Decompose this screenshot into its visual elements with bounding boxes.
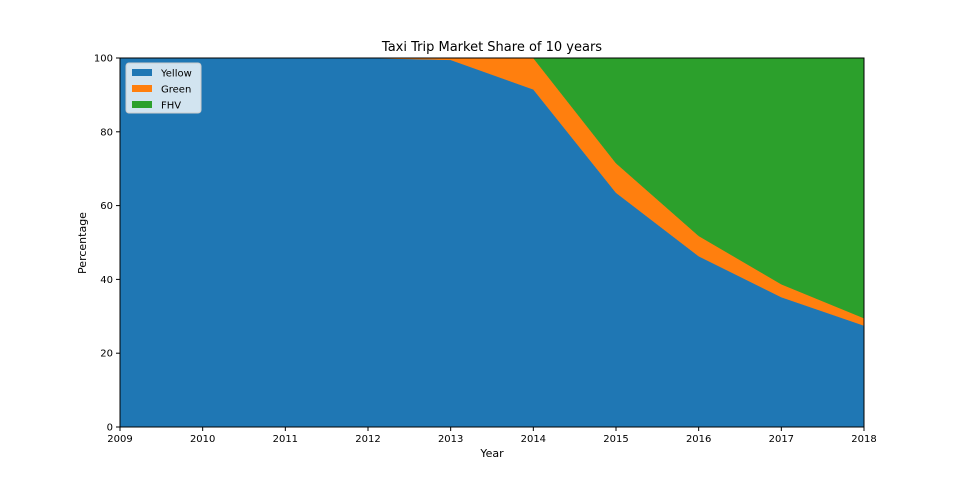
x-tick-label: 2011 <box>273 434 298 445</box>
y-tick-label: 60 <box>100 201 113 212</box>
ticks-group: 2009 2010 2011 2012 2013 2014 2015 2016 2017 2018… <box>94 54 877 446</box>
y-tick-label: 40 <box>100 275 113 286</box>
legend-swatch-yellow <box>132 69 152 76</box>
legend-label-yellow: Yellow <box>160 69 192 80</box>
y-tick-label: 80 <box>100 127 113 138</box>
x-tick-label: 2014 <box>521 434 546 445</box>
x-tick-label: 2012 <box>355 434 380 445</box>
x-tick-label: 2017 <box>769 434 794 445</box>
legend-swatch-green <box>132 85 152 92</box>
plot-frame <box>119 57 865 428</box>
legend-swatch-fhv <box>132 101 152 108</box>
legend-label-green: Green <box>161 85 191 96</box>
legend-label-fhv: FHV <box>161 101 181 112</box>
x-axis-label: Year <box>479 447 504 460</box>
x-tick-label: 2016 <box>686 434 711 445</box>
x-tick-label: 2013 <box>438 434 463 445</box>
y-tick-label: 0 <box>107 423 113 434</box>
x-tick-label: 2009 <box>107 434 132 445</box>
legend: Yellow Green FHV <box>125 62 202 114</box>
axes-group <box>119 57 865 428</box>
x-tick-label: 2010 <box>190 434 215 445</box>
area-series-group <box>119 57 865 428</box>
y-tick-label: 20 <box>100 349 113 360</box>
y-tick-label: 100 <box>94 54 113 65</box>
x-tick-label: 2015 <box>603 434 628 445</box>
chart-title: Taxi Trip Market Share of 10 years <box>381 40 602 55</box>
x-tick-label: 2018 <box>851 434 876 445</box>
y-axis-label: Percentage <box>76 212 89 274</box>
